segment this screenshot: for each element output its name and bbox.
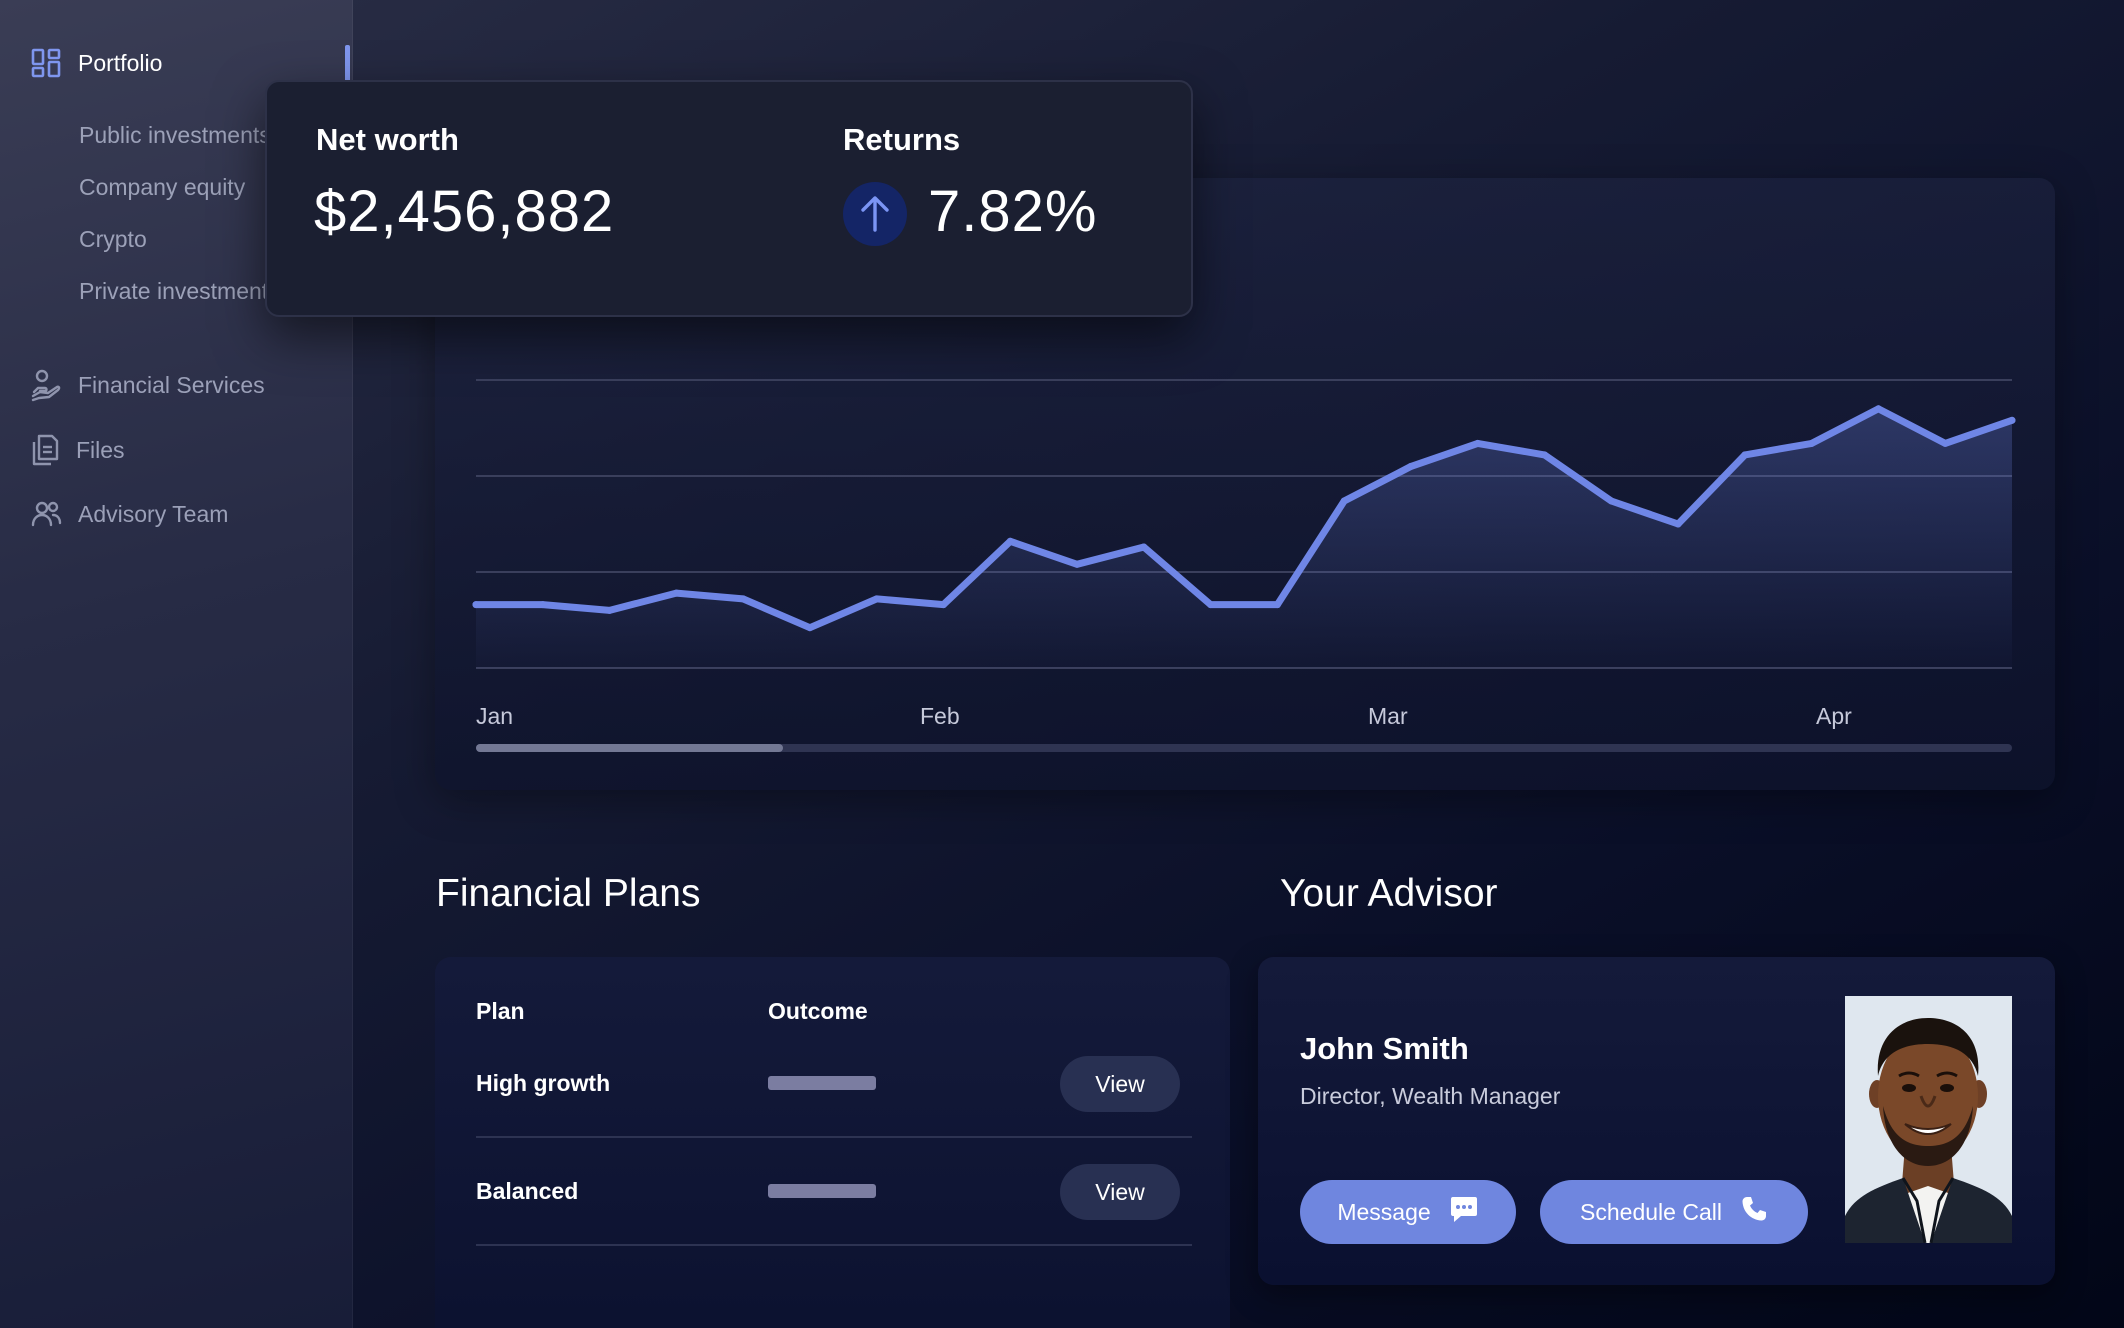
row-divider	[476, 1244, 1192, 1246]
advisor-role: Director, Wealth Manager	[1300, 1083, 1561, 1109]
sidebar-item-files[interactable]: Files	[30, 433, 125, 467]
chart-point	[1607, 497, 1615, 505]
sidebar-item-label: Files	[76, 436, 125, 463]
sidebar-subitem-public-investments[interactable]: Public investments	[79, 122, 271, 148]
outcome-bar	[768, 1076, 876, 1090]
chart-point	[1874, 405, 1882, 413]
plan-name: High growth	[476, 1070, 611, 1096]
chart-x-tick-label: Feb	[920, 703, 960, 729]
financial-plans-title: Financial Plans	[436, 872, 701, 915]
chart-point	[539, 601, 547, 609]
chart-point	[1741, 451, 1749, 459]
phone-icon	[1740, 1195, 1768, 1229]
sidebar-item-advisory-team[interactable]: Advisory Team	[30, 498, 228, 530]
outcome-bar	[768, 1184, 876, 1198]
portfolio-chart: Jan Feb Mar Apr	[472, 379, 2016, 729]
view-button[interactable]: View	[1060, 1056, 1180, 1112]
chart-point	[1340, 497, 1348, 505]
chart-point	[1407, 462, 1415, 470]
chart-scrollbar[interactable]	[476, 744, 2012, 752]
plan-name: Balanced	[476, 1178, 579, 1204]
chart-point	[1541, 451, 1549, 459]
sidebar-item-label: Advisory Team	[78, 500, 229, 527]
chart-point	[1474, 439, 1482, 447]
chat-icon	[1449, 1194, 1479, 1230]
chart-point	[606, 606, 614, 614]
chart-x-tick-label: Mar	[1368, 703, 1408, 729]
view-button[interactable]: View	[1060, 1164, 1180, 1220]
sidebar-subitem-private-investments[interactable]: Private investments	[79, 278, 280, 304]
chart-point	[806, 624, 814, 632]
advisor-name: John Smith	[1300, 1031, 1469, 1066]
arrow-up-icon	[843, 182, 907, 246]
sidebar-item-label: Financial Services	[78, 371, 265, 398]
chart-point	[1941, 439, 1949, 447]
schedule-call-button[interactable]: Schedule Call	[1540, 1180, 1808, 1244]
chart-point	[873, 595, 881, 603]
active-indicator	[345, 45, 350, 85]
chart-point	[1674, 520, 1682, 528]
chart-point	[1808, 439, 1816, 447]
chart-point	[1207, 601, 1215, 609]
chart-point	[472, 601, 480, 609]
chart-point	[1006, 537, 1014, 545]
row-divider	[476, 1136, 1192, 1138]
chart-point	[939, 601, 947, 609]
chart-point	[1140, 543, 1148, 551]
returns-label: Returns	[843, 122, 961, 157]
chart-x-tick-label: Jan	[476, 703, 513, 729]
net-worth-value: $2,456,882	[314, 179, 615, 244]
message-button-label: Message	[1337, 1198, 1431, 1225]
financial-plans-card	[435, 957, 1230, 1328]
chart-point	[739, 595, 747, 603]
chart-series-line	[472, 405, 2016, 632]
dashboard-icon	[30, 47, 62, 79]
hand-coin-icon	[30, 368, 62, 402]
advisor-photo	[1845, 996, 2012, 1243]
message-button[interactable]: Message	[1300, 1180, 1516, 1244]
chart-x-tick-label: Apr	[1816, 703, 1852, 729]
chart-point	[672, 589, 680, 597]
files-icon	[30, 433, 60, 467]
returns-value: 7.82%	[928, 179, 1098, 244]
chart-point	[1273, 601, 1281, 609]
summary-card: Net worth $2,456,882 Returns 7.82%	[265, 80, 1193, 317]
column-header-outcome: Outcome	[768, 998, 868, 1024]
sidebar-item-financial-services[interactable]: Financial Services	[30, 368, 265, 402]
sidebar-item-label: Portfolio	[78, 49, 163, 76]
column-header-plan: Plan	[476, 998, 525, 1024]
sidebar-subitem-crypto[interactable]: Crypto	[79, 226, 147, 252]
sidebar-subitem-company-equity[interactable]: Company equity	[79, 174, 246, 200]
chart-point	[2008, 416, 2016, 424]
chart-point	[1073, 560, 1081, 568]
chart-area	[476, 408, 2012, 668]
team-icon	[30, 498, 62, 530]
schedule-call-label: Schedule Call	[1580, 1198, 1722, 1225]
your-advisor-title: Your Advisor	[1280, 872, 1498, 915]
chart-scroll-thumb[interactable]	[476, 744, 784, 752]
sidebar-item-portfolio[interactable]: Portfolio	[30, 47, 162, 79]
net-worth-label: Net worth	[316, 122, 459, 157]
